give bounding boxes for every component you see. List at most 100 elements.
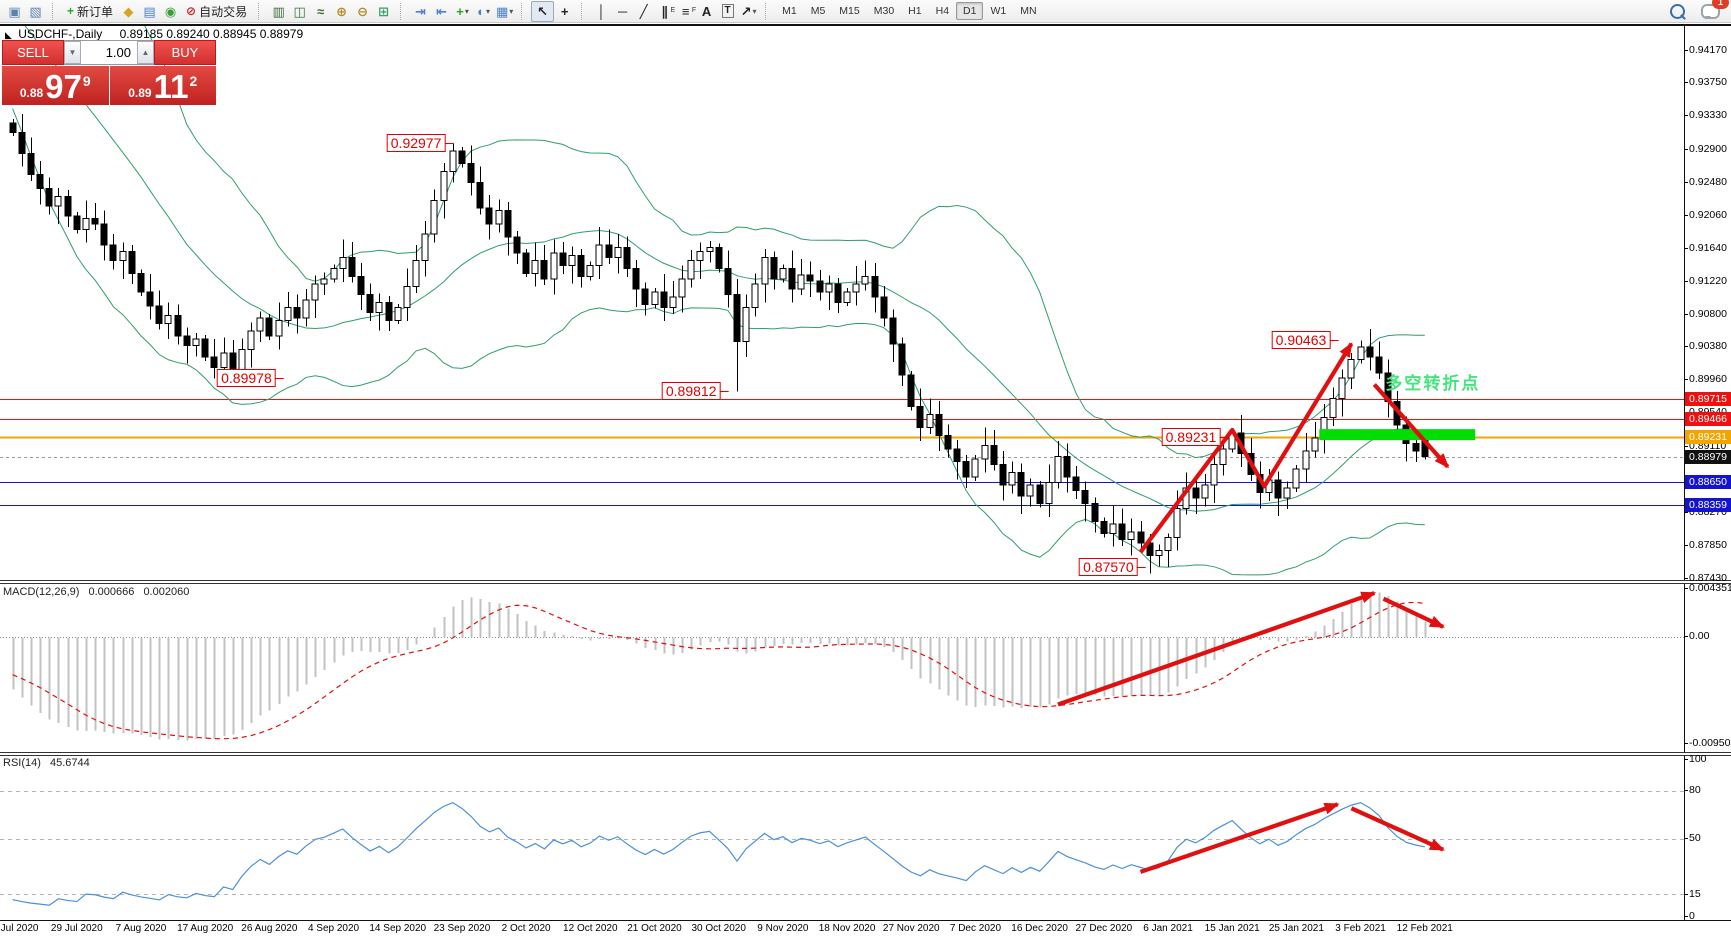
macd-panel-separator[interactable]	[0, 580, 1731, 584]
line-chart-icon[interactable]: ≈	[310, 2, 331, 21]
fibonacci-icon[interactable]: ≡ F	[675, 2, 696, 21]
date-axis[interactable]: 20 Jul 2020 29 Jul 2020 7 Aug 2020 17 Aug 2…	[0, 923, 1684, 937]
templates-icon-dropdown[interactable]: ▾	[509, 6, 514, 16]
tile-windows-icon[interactable]: ⊞	[373, 2, 394, 21]
price-axis-tick: 0.90380	[1684, 340, 1727, 353]
zoom-out-icon[interactable]: ⊖	[352, 2, 373, 21]
market-news-icon[interactable]: ◉	[160, 2, 181, 21]
toolbar: ▣ ▧ + 新订单 ◆ ▤ ◉ ⊘ 自动交易 ▥ ◫ ≈ ⊕ ⊖ ⊞ ⇥ ⇤ + ▾ ◐ ▾ ▦ ▾ ↖ + │ ─ ╱ ∥ E ≡ F A T ↗…	[0, 0, 1731, 23]
autotrading-button: ⊘	[186, 4, 197, 18]
price-axis-border	[1684, 24, 1685, 920]
chart-window-border	[0, 24, 1731, 26]
zoom-out-icon: ⊖	[357, 3, 369, 19]
date-axis-label: 2 Oct 2020	[501, 923, 551, 934]
new-chart-icon[interactable]: ▣	[4, 2, 25, 21]
price-line-badge: 0.88359	[1685, 498, 1731, 513]
date-axis-label: 29 Jul 2020	[50, 923, 103, 934]
horizontal-line-icon: ─	[618, 3, 628, 19]
sell-button[interactable]: SELL	[2, 40, 64, 65]
crosshair-icon[interactable]: +	[554, 2, 575, 21]
fibonacci-icon-letter: F	[691, 6, 697, 14]
price-axis[interactable]: 0.94170 0.93750 0.93330 0.92900 0.92480 0.920…	[1683, 0, 1731, 937]
volume-increase-button[interactable]: ▲	[137, 41, 154, 64]
timeframe-h1[interactable]: H1	[908, 5, 922, 17]
date-axis-label: 16 Dec 2020	[1011, 923, 1068, 934]
chart-title-row: ◣ USDCHF-,Daily 0.89185 0.89240 0.88945 …	[5, 27, 303, 41]
price-line-badge: 0.88979	[1685, 449, 1731, 464]
bar-chart-icon[interactable]: ▥	[268, 2, 289, 21]
buy-button[interactable]: BUY	[154, 40, 216, 65]
vertical-line-icon: │	[597, 3, 606, 19]
indicators-icon[interactable]: + ▾	[452, 2, 473, 21]
timeframe-m15[interactable]: M15	[839, 5, 860, 17]
arrows-tool-icon-dropdown[interactable]: ▾	[752, 6, 757, 16]
timeframe-h4[interactable]: H4	[935, 5, 950, 17]
rsi-panel-separator[interactable]	[0, 752, 1731, 756]
rsi-axis-tick: 50	[1684, 832, 1701, 844]
text-label-icon[interactable]: T	[717, 2, 738, 21]
zoom-in-icon[interactable]: ⊕	[331, 2, 352, 21]
autotrading-button[interactable]: ⊘ 自动交易	[181, 2, 252, 21]
buy-price-big: 11	[153, 68, 189, 105]
arrows-tool-icon[interactable]: ↗ ▾	[738, 2, 759, 21]
periods-icon: ◐	[477, 3, 486, 19]
chart-symbol-title: USDCHF-,Daily	[18, 27, 103, 41]
timeframe-m5[interactable]: M5	[810, 5, 826, 17]
rsi-value: 45.6744	[49, 757, 90, 769]
price-callout-label[interactable]: 0.90463	[1271, 331, 1338, 350]
equidistant-channel-icon[interactable]: ∥ E	[654, 2, 675, 21]
timeframe-m1[interactable]: M1	[782, 5, 797, 17]
date-axis-label: 4 Sep 2020	[307, 923, 360, 934]
trendline-icon[interactable]: ╱	[633, 2, 654, 21]
terminal-icon[interactable]: ▤	[139, 2, 160, 21]
new-order-button[interactable]: + 新订单	[62, 2, 118, 21]
periods-icon-dropdown[interactable]: ▾	[486, 6, 491, 16]
profiles-icon[interactable]: ▧	[25, 2, 46, 21]
price-axis-tick: 0.90800	[1684, 307, 1727, 320]
one-click-toggle[interactable]: ◣	[5, 30, 12, 40]
search-icon[interactable]	[1667, 2, 1688, 21]
chat-icon[interactable]: 1	[1700, 0, 1729, 21]
candlestick-chart-icon[interactable]: ◫	[289, 2, 310, 21]
rsi-axis-tick: 80	[1684, 784, 1701, 797]
price-callout-label[interactable]: 0.89231	[1161, 427, 1228, 446]
buy-price-display[interactable]: 0.89 11 2	[109, 66, 216, 105]
toolbar-separator	[400, 2, 406, 20]
date-axis-label: 9 Nov 2020	[757, 923, 809, 934]
sell-price-small: 0.88	[19, 86, 44, 100]
volume-input[interactable]: 1.00	[105, 45, 131, 60]
text-icon[interactable]: A	[696, 2, 717, 21]
horizontal-line-icon[interactable]: ─	[612, 2, 633, 21]
metaeditor-icon[interactable]: ◆	[118, 2, 139, 21]
timeframe-switcher: M1 M5 M15 M30 H1 H4 D1 W1 MN	[775, 2, 1043, 20]
timeframe-m30[interactable]: M30	[873, 5, 895, 17]
price-callout-label[interactable]: 0.89812	[661, 382, 729, 401]
rsi-label-row: RSI(14) 45.6744	[3, 757, 90, 769]
price-callout-label[interactable]: 0.92977	[386, 134, 453, 153]
toolbar-separator	[52, 2, 58, 20]
auto-scroll-icon: ⇥	[415, 3, 427, 19]
periods-icon[interactable]: ◐ ▾	[473, 2, 494, 21]
chart-shift-icon[interactable]: ⇤	[431, 2, 452, 21]
price-callout-label[interactable]: 0.87570	[1079, 558, 1146, 577]
timeframe-mn[interactable]: MN	[1020, 5, 1037, 17]
price-axis-tick: 0.92480	[1684, 175, 1727, 188]
price-callout-label[interactable]: 0.89978	[217, 369, 284, 388]
vertical-line-icon[interactable]: │	[591, 2, 612, 21]
templates-icon[interactable]: ▦ ▾	[494, 2, 515, 21]
indicators-icon-dropdown[interactable]: ▾	[464, 6, 469, 16]
templates-icon: ▦	[495, 3, 509, 19]
price-line-badge: 0.89715	[1685, 392, 1731, 406]
price-axis-tick: 0.93330	[1684, 109, 1727, 122]
fibonacci-icon: ≡	[681, 3, 690, 19]
auto-scroll-icon[interactable]: ⇥	[410, 2, 431, 21]
chinese-annotation[interactable]: 多空转折点	[1385, 373, 1481, 393]
timeframe-d1[interactable]: D1	[956, 2, 984, 20]
volume-decrease-button[interactable]: ▼	[64, 41, 81, 64]
date-axis-label: 23 Sep 2020	[433, 923, 491, 934]
sell-price-display[interactable]: 0.88 97 9	[2, 66, 109, 105]
date-axis-label: 27 Nov 2020	[882, 923, 940, 934]
cursor-icon[interactable]: ↖	[531, 0, 555, 22]
timeframe-w1[interactable]: W1	[990, 5, 1007, 17]
